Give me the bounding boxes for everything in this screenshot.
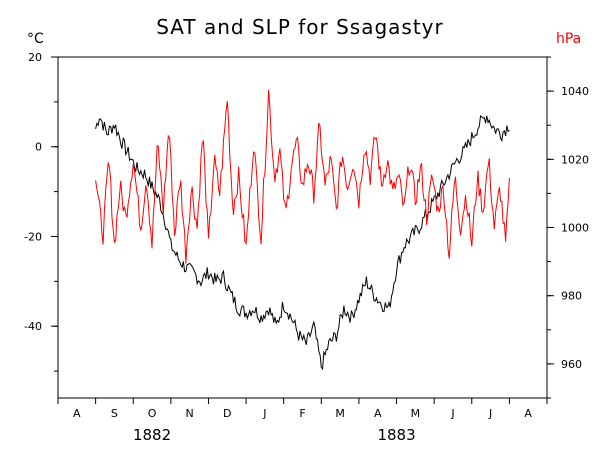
x-month-label: F [299,407,305,420]
left-tick-label: 0 [35,141,42,154]
x-month-label: M [411,407,421,420]
x-month-label: O [148,407,157,420]
x-year-label: 1882 [133,426,171,444]
series-layer [95,89,510,371]
right-tick-label: 1000 [561,222,589,235]
right-tick-label: 1040 [561,85,589,98]
x-month-label: J [488,407,492,420]
sat-series-line [95,115,510,371]
chart-title: SAT and SLP for Ssagastyr [156,15,444,39]
plot-frame [57,56,548,399]
x-year-label: 1883 [377,426,415,444]
left-tick-label: -20 [24,230,42,243]
x-month-label: N [186,407,194,420]
x-month-label: J [262,407,266,420]
right-axis-unit: hPa [556,31,581,47]
left-tick-label: 20 [28,51,42,64]
left-tick-label: -40 [24,320,42,333]
x-labels-layer: A S O N D J F M A M J J A 1882 1883 [73,407,532,444]
x-month-label: A [524,407,532,420]
x-month-label: M [335,407,345,420]
left-axis-unit: °C [27,31,44,47]
x-month-label: A [73,407,81,420]
right-tick-label: 1020 [561,153,589,166]
axes-layer: 20 0 -20 -40 1040 1020 1000 980 960 [24,51,589,404]
x-month-label: D [223,407,231,420]
slp-series-line [95,89,510,264]
x-month-label: J [450,407,454,420]
right-tick-label: 960 [561,358,582,371]
x-month-label: S [111,407,118,420]
x-month-label: A [374,407,382,420]
right-tick-label: 980 [561,290,582,303]
